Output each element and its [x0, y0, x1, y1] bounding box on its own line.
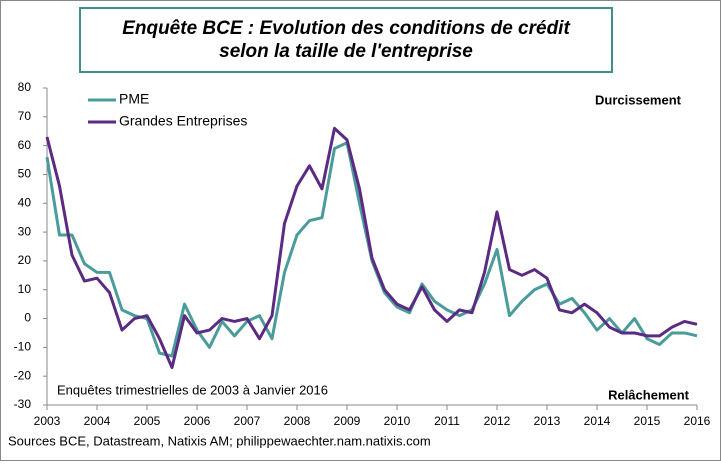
y-tick-label: 20 [18, 253, 32, 267]
x-tick-label: 2010 [384, 414, 411, 428]
y-tick-label: -20 [14, 368, 32, 382]
x-tick-label: 2011 [434, 414, 460, 428]
y-tick-label: -30 [14, 397, 32, 411]
y-tick-label: 30 [18, 224, 32, 238]
legend-label: PME [119, 91, 149, 107]
x-tick-label: 2006 [184, 414, 211, 428]
y-tick-label: 80 [18, 80, 32, 94]
legend-label: Grandes Entreprises [119, 113, 247, 129]
chart-subtitle: selon la taille de l'entreprise [219, 41, 473, 62]
annotation: Enquêtes trimestrielles de 2003 à Janvie… [57, 382, 328, 397]
x-tick-label: 2008 [284, 414, 311, 428]
x-tick-label: 2009 [334, 414, 361, 428]
y-tick-label: 0 [24, 311, 31, 325]
y-tick-label: -10 [14, 340, 32, 354]
x-tick-label: 2013 [534, 414, 561, 428]
x-tick-label: 2016 [684, 414, 711, 428]
x-tick-label: 2007 [234, 414, 261, 428]
y-tick-label: 70 [18, 109, 32, 123]
x-tick-label: 2003 [34, 414, 61, 428]
y-tick-label: 50 [18, 167, 32, 181]
y-tick-label: 60 [18, 138, 32, 152]
x-tick-label: 2004 [84, 414, 111, 428]
x-tick-label: 2015 [634, 414, 661, 428]
y-tick-label: 40 [18, 195, 32, 209]
series-line [45, 126, 698, 370]
x-tick-label: 2012 [484, 414, 511, 428]
chart-title: Enquête BCE : Evolution des conditions d… [122, 18, 570, 39]
x-tick-label: 2014 [584, 414, 611, 428]
x-tick-label: 2005 [134, 414, 161, 428]
source: Sources BCE, Datastream, Natixis AM; phi… [8, 433, 431, 448]
annotation: Durcissement [595, 92, 682, 107]
annotation: Relâchement [608, 387, 690, 402]
y-tick-label: 10 [18, 282, 32, 296]
title-box [79, 7, 613, 73]
